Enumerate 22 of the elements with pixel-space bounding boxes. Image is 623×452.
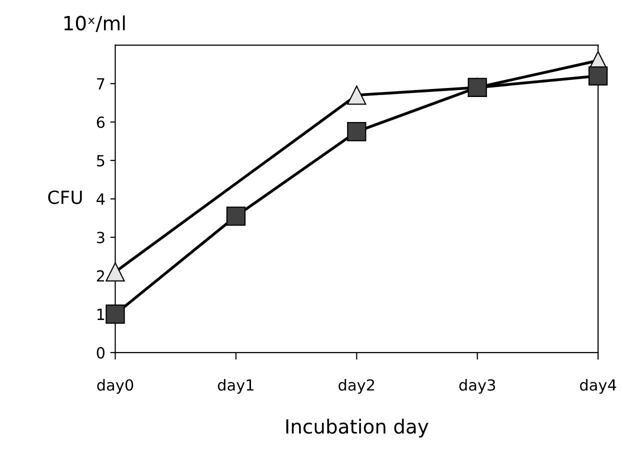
y-tick-label: 6	[96, 116, 105, 128]
point	[226, 206, 246, 226]
y-tick-label: 0	[96, 347, 105, 359]
x-axis-title: Incubation day	[286, 418, 428, 438]
text: 10ˣ/ml	[64, 15, 125, 32]
y-tick-label: 4	[96, 194, 105, 205]
y-tick-label: 1	[97, 308, 104, 320]
x-tick-label: day2	[338, 378, 374, 394]
y-tick-label: 5	[96, 155, 104, 166]
point	[347, 86, 366, 105]
y-tick-label: 7	[97, 78, 104, 90]
point	[347, 122, 366, 142]
x-tick-label: day0	[97, 378, 134, 394]
point	[588, 66, 608, 86]
y-tick-label: 2	[96, 270, 104, 282]
y-tick-label: 3	[96, 232, 104, 244]
x-tick-label: day4	[580, 378, 616, 394]
y-axis-title: CFU	[48, 190, 82, 204]
point	[106, 262, 125, 282]
x-tick-label: day1	[218, 378, 254, 394]
x-tick-label: day3	[459, 378, 496, 394]
point	[106, 304, 125, 324]
